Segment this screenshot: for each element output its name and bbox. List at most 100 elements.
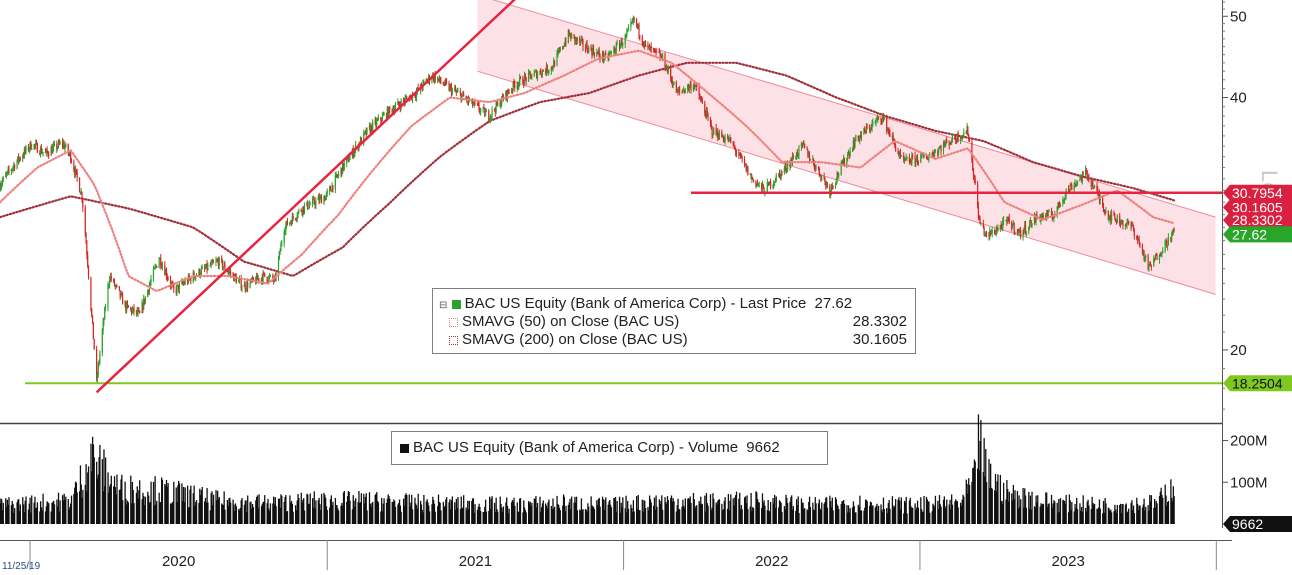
volume-bar (74, 487, 76, 524)
volume-bar (355, 498, 357, 524)
volume-legend[interactable]: BAC US Equity (Bank of America Corp) - V… (391, 431, 828, 465)
volume-bar (775, 496, 777, 524)
volume-bar (91, 471, 93, 524)
volume-bar (251, 504, 254, 524)
volume-bar (171, 502, 173, 524)
price-candle-body (50, 147, 52, 156)
price-candle-body (349, 155, 351, 160)
price-candle-body (858, 137, 860, 141)
price-candle-body (1156, 255, 1158, 260)
price-candle-body (286, 220, 288, 226)
price-candle-body (320, 196, 323, 204)
price-candle-body (972, 170, 975, 178)
volume-bar (562, 505, 564, 524)
price-candle-body (474, 101, 476, 104)
price-candle-body (1033, 215, 1036, 224)
volume-bar (791, 495, 793, 524)
volume-bar (35, 508, 37, 524)
volume-bar (825, 497, 828, 524)
price-candle-body (47, 151, 49, 155)
price-candle-body (309, 204, 311, 206)
volume-bar (50, 511, 52, 524)
volume-bar (1065, 494, 1067, 524)
volume-bar (238, 508, 240, 524)
price-candle-body (73, 162, 75, 171)
price-candle-body (806, 147, 808, 150)
volume-bar (1087, 499, 1089, 524)
volume-bar (1053, 500, 1055, 524)
volume-bar (643, 500, 645, 524)
volume-bar (1121, 503, 1123, 524)
volume-bar (324, 495, 326, 524)
volume-bar (289, 495, 291, 524)
volume-bar (942, 499, 945, 524)
volume-bar (1016, 491, 1019, 524)
price-candle-body (64, 147, 66, 149)
price-candle-body (307, 208, 310, 210)
volume-bar (14, 508, 16, 524)
volume-bar (383, 498, 385, 524)
price-candle-body (169, 279, 172, 286)
price-candle-body (385, 113, 388, 119)
price-candle-body (462, 93, 464, 96)
volume-bar (523, 500, 525, 524)
volume-bar (728, 510, 730, 524)
volume-bar (584, 509, 587, 524)
price-candle-body (204, 267, 206, 269)
volume-bar (542, 500, 544, 524)
price-candle-body (1016, 232, 1018, 234)
price-candle-body (324, 197, 326, 201)
volume-bar (864, 507, 866, 524)
volume-bar (126, 500, 129, 524)
price-candle-body (524, 75, 526, 78)
volume-bar (1090, 508, 1092, 524)
price-candle-body (465, 96, 467, 99)
price-candle-body (626, 31, 628, 36)
volume-bar (92, 444, 95, 524)
price-candle-body (186, 280, 189, 283)
price-candle-body (1046, 212, 1048, 218)
volume-bar (507, 513, 509, 524)
price-candle-body (809, 159, 811, 161)
price-candle-body (678, 89, 680, 92)
price-candle-body (721, 131, 723, 138)
legend-expander-icon[interactable]: ⊟ (439, 300, 448, 311)
price-candle-body (149, 282, 151, 286)
price-candle-body (1002, 220, 1004, 229)
volume-bar (894, 507, 896, 524)
volume-bar (735, 495, 737, 524)
price-candle-body (148, 285, 151, 292)
price-candle-body (1088, 175, 1090, 181)
volume-bar (576, 510, 579, 524)
volume-bar (264, 495, 266, 524)
price-candle-body (343, 163, 345, 170)
volume-bar (789, 501, 791, 524)
volume-bar (67, 499, 69, 524)
volume-bar (830, 507, 833, 524)
price-candle-body (644, 41, 646, 46)
volume-bar (957, 507, 959, 524)
volume-bar (1173, 496, 1175, 524)
volume-bar (706, 503, 708, 524)
price-candle-body (0, 186, 2, 190)
price-candle-body (317, 196, 319, 201)
volume-bar (122, 499, 124, 524)
price-candle-body (812, 159, 814, 161)
volume-layer (0, 414, 1175, 524)
volume-bar (135, 492, 138, 524)
volume-bar (695, 506, 697, 524)
volume-bar (332, 501, 334, 524)
price-candle-body (74, 169, 77, 175)
volume-bar (136, 486, 138, 524)
price-legend[interactable]: ⊟ BAC US Equity (Bank of America Corp) -… (432, 288, 916, 354)
price-candle-body (1062, 199, 1064, 204)
volume-bar (564, 511, 566, 524)
volume-bar (716, 504, 718, 524)
price-candle-body (482, 107, 484, 110)
volume-bar (491, 496, 493, 524)
volume-bar (1139, 505, 1141, 524)
price-candle-body (631, 21, 633, 23)
price-candle-body (1139, 243, 1141, 245)
price-candle-body (752, 179, 755, 181)
volume-bar (854, 512, 856, 524)
